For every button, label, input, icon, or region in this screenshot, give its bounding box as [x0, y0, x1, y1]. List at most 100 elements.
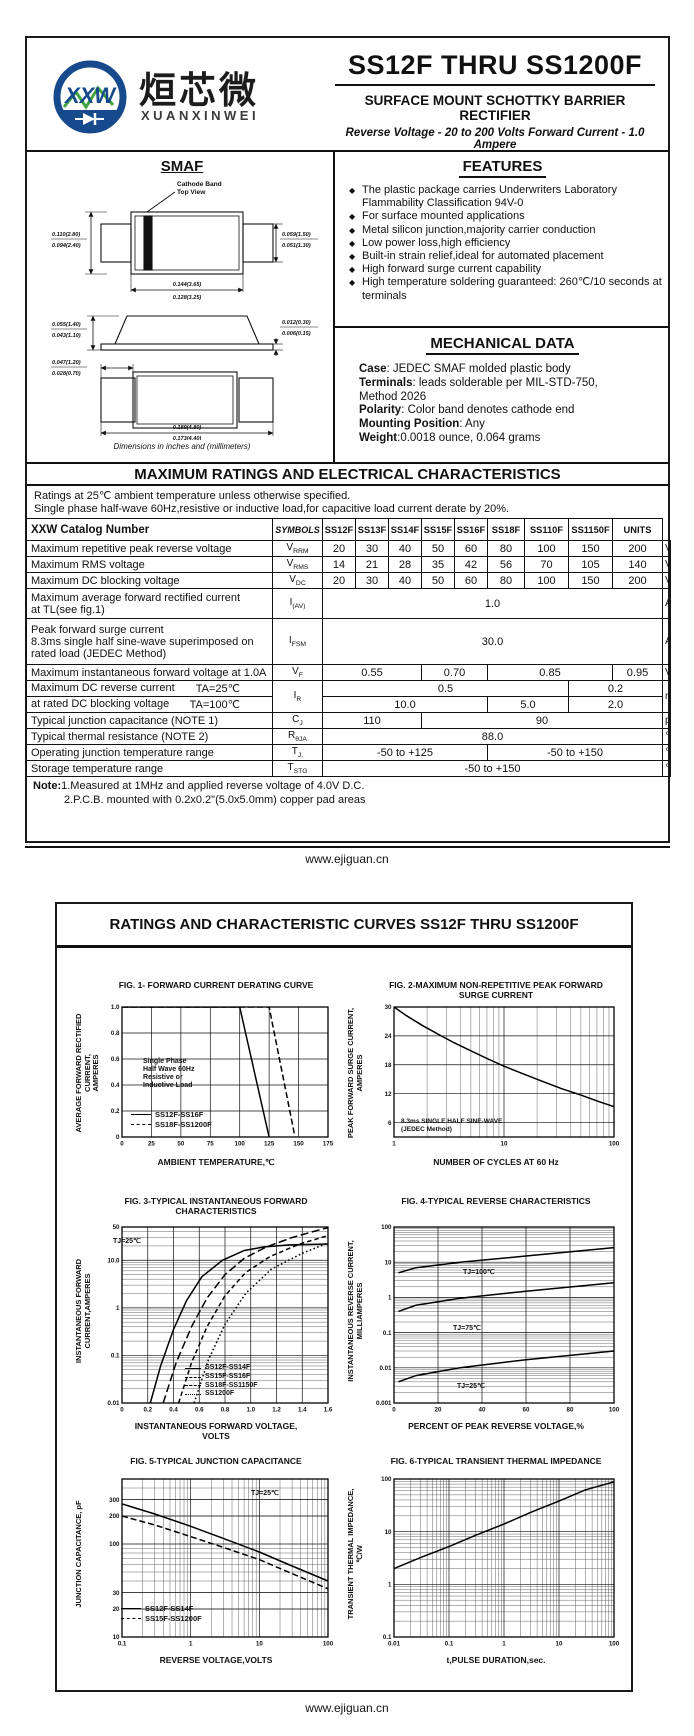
dotted-line-icon	[185, 1394, 201, 1396]
svg-text:0.6: 0.6	[111, 1056, 120, 1063]
svg-text:0.01: 0.01	[379, 1365, 392, 1372]
page2-curves: RATINGS AND CHARACTERISTIC CURVES SS12F …	[55, 902, 633, 1692]
value-cell: 40	[388, 572, 422, 589]
x-axis-label: AMBIENT TEMPERATURE,℃	[157, 1157, 275, 1167]
subtitle: SURFACE MOUNT SCHOTTKY BARRIER RECTIFIER	[364, 93, 626, 123]
header-device: SS18F	[487, 518, 525, 541]
svg-text:100: 100	[609, 1407, 620, 1414]
dim-label: 0.055(1.40)	[52, 322, 81, 328]
svg-text:0.1: 0.1	[118, 1641, 127, 1648]
value-cell: 150	[568, 572, 613, 589]
svg-text:24: 24	[385, 1033, 392, 1040]
svg-text:1.4: 1.4	[298, 1407, 307, 1414]
value-cell: -50 to +150	[487, 744, 663, 761]
logo-xxw-text: XXW	[63, 83, 117, 108]
svg-text:0.001: 0.001	[376, 1400, 392, 1407]
value-cell: 110	[322, 712, 422, 729]
bullet-icon: ◆	[349, 225, 356, 235]
title-block: SS12F THRU SS1200F SURFACE MOUNT SCHOTTK…	[329, 50, 661, 151]
svg-text:0.4: 0.4	[111, 1082, 120, 1089]
svg-text:30: 30	[113, 1590, 120, 1597]
legend-item: SS15F-SS1200F	[121, 1614, 202, 1624]
table-row-tj: Operating junction temperature range TJ,…	[26, 744, 671, 761]
value-cell: 80	[487, 572, 525, 589]
legend-item: SS12F-SS14F	[185, 1364, 258, 1373]
svg-text:1.6: 1.6	[324, 1407, 333, 1414]
company-name-cn: 烜芯微	[139, 70, 259, 111]
curve-label-tj25: TJ=25℃	[457, 1383, 485, 1390]
svg-text:1: 1	[502, 1641, 506, 1648]
mech-line: Weight:0.0018 ounce, 0.064 grams	[359, 431, 541, 444]
dim-label: 0.043(1.10)	[52, 333, 81, 339]
svg-text:20: 20	[435, 1407, 442, 1414]
legend-item: SS12F-SS14F	[121, 1604, 202, 1614]
features-mechanical-divider	[335, 326, 668, 328]
svg-text:75: 75	[207, 1141, 214, 1148]
ratings-section-heading: MAXIMUM RATINGS AND ELECTRICAL CHARACTER…	[27, 462, 668, 486]
svg-text:100: 100	[609, 1141, 620, 1148]
x-axis-label: PERCENT OF PEAK REVERSE VOLTAGE,%	[408, 1421, 584, 1431]
table-row-ir-2: at rated DC blocking voltage TA=100℃ 10.0…	[26, 696, 671, 713]
units-cell: Volts	[662, 664, 671, 681]
svg-text:0: 0	[120, 1141, 124, 1148]
value-cell: 42	[454, 556, 488, 573]
figure-3-forward-characteristics: FIG. 3-TYPICAL INSTANTANEOUS FORWARD CHA…	[73, 1196, 337, 1448]
svg-text:10: 10	[256, 1641, 263, 1648]
solid-line-icon	[185, 1367, 201, 1369]
value-cell: 200	[612, 540, 663, 557]
units-cell: VOLTS	[662, 540, 671, 557]
units-cell: ℃	[662, 760, 671, 777]
header-device: SS14F	[388, 518, 422, 541]
page-title: SS12F THRU SS1200F	[347, 50, 643, 80]
units-cell: ℃/W	[662, 728, 671, 745]
figure-6-transient-thermal-impedance: FIG. 6-TYPICAL TRANSIENT THERMAL IMPEDAN…	[345, 1456, 625, 1684]
units-cell: VOLTS	[662, 556, 671, 573]
value-cell: 60	[454, 572, 488, 589]
svg-text:0.01: 0.01	[388, 1641, 401, 1648]
dim-label: 0.051(1.30)	[282, 243, 311, 249]
svg-text:100: 100	[381, 1476, 392, 1483]
symbol-cell: I(AV)	[272, 588, 323, 619]
fig3-legend: SS12F-SS14F SS15F-SS16F SS18F-SS1150F SS…	[185, 1364, 258, 1399]
dim-label: 0.128(3.25)	[173, 295, 202, 301]
svg-text:175: 175	[323, 1141, 334, 1148]
legend-item: SS12F-SS16F	[131, 1110, 212, 1120]
value-cell: 140	[612, 556, 663, 573]
table-note-2: 2.P.C.B. mounted with 0.2x0.2"(5.0x5.0mm…	[64, 794, 366, 806]
value-cell: 100	[524, 540, 569, 557]
svg-text:100: 100	[235, 1141, 246, 1148]
svg-text:10: 10	[556, 1641, 563, 1648]
svg-text:200: 200	[109, 1513, 120, 1520]
company-name-en: XUANXINWEI	[141, 108, 260, 123]
value-cell: 90	[421, 712, 663, 729]
value-cell: 0.2	[568, 680, 663, 697]
figure-title: FIG. 1- FORWARD CURRENT DERATING CURVE	[118, 980, 314, 990]
svg-text:1: 1	[116, 1305, 120, 1312]
symbol-cell: CJ	[272, 712, 323, 729]
figure-title: FIG. 6-TYPICAL TRANSIENT THERMAL IMPEDAN…	[390, 1456, 602, 1466]
footer-url: www.ejiguan.cn	[305, 1701, 389, 1715]
table-row-vdc: Maximum DC blocking voltage VDC 20 30 40…	[26, 572, 671, 589]
fig4-plot: 0 20 40 60 80 100 100 10 1 0.1 0.01 0.001	[376, 1224, 620, 1414]
symbol-cell: IFSM	[272, 618, 323, 665]
svg-text:10: 10	[385, 1529, 392, 1536]
bullet-icon: ◆	[349, 252, 356, 262]
dim-label: 0.110(2.80)	[52, 232, 80, 238]
svg-text:1: 1	[388, 1295, 392, 1302]
bullet-icon: ◆	[349, 278, 356, 288]
mech-line: Method 2026	[359, 390, 427, 403]
units-cell: mA	[662, 680, 671, 713]
tagline: Reverse Voltage - 20 to 200 Volts Forwar…	[345, 127, 645, 151]
symbol-cell: IR	[272, 680, 323, 713]
column-divider	[333, 150, 335, 463]
svg-text:0.1: 0.1	[383, 1634, 392, 1641]
bullet-icon: ◆	[349, 212, 356, 222]
x-axis-label: NUMBER OF CYCLES AT 60 Hz	[433, 1157, 559, 1167]
svg-text:0.4: 0.4	[169, 1407, 178, 1414]
symbol-cell: RθJA	[272, 728, 323, 745]
svg-text:1.0: 1.0	[111, 1004, 120, 1011]
svg-text:1: 1	[392, 1141, 396, 1148]
svg-text:20: 20	[113, 1606, 120, 1613]
